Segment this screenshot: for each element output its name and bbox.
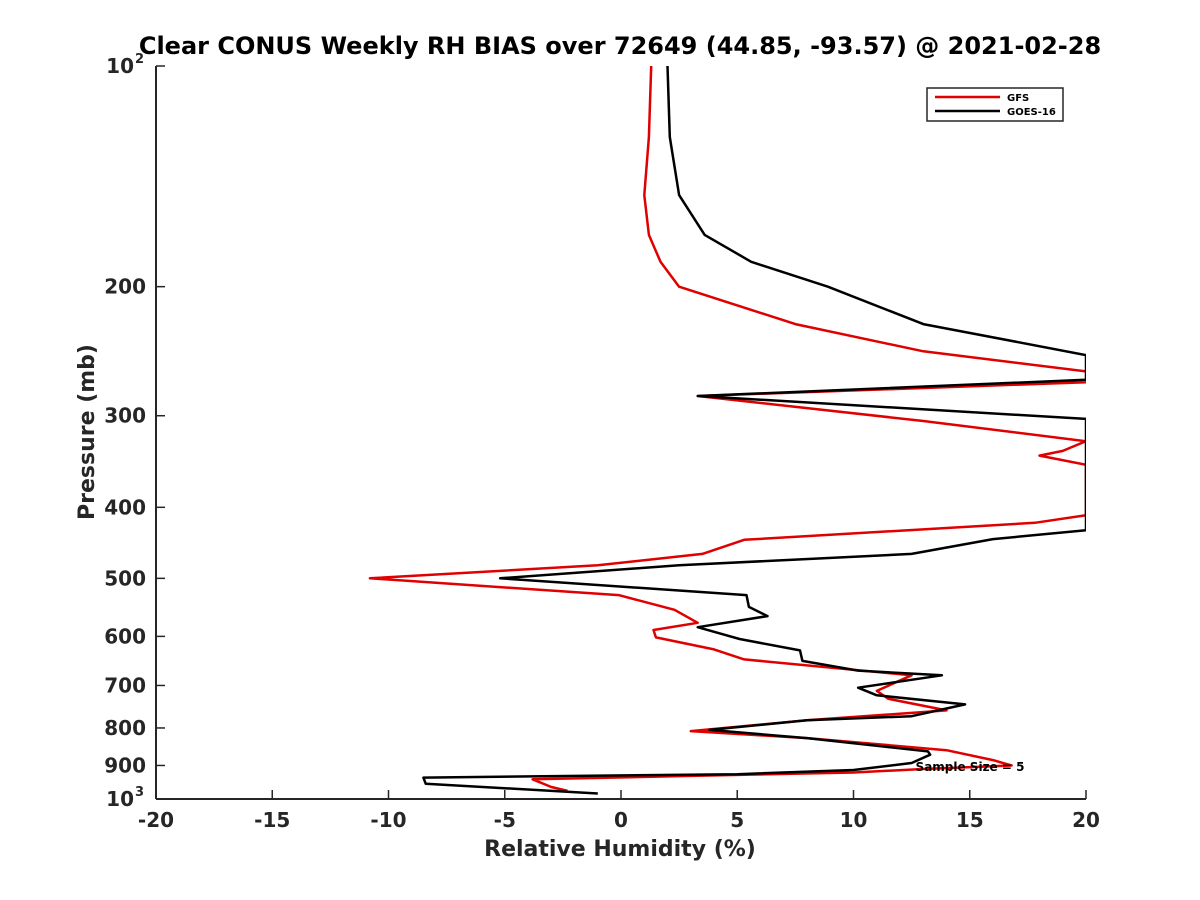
sample-size-annotation: Sample Size = 5 <box>916 760 1025 774</box>
y-tick-label: 10 <box>106 787 134 811</box>
chart-title: Clear CONUS Weekly RH BIAS over 72649 (4… <box>139 32 1101 60</box>
series-layer <box>368 66 1086 795</box>
legend-box <box>926 87 1064 122</box>
x-tick-label: -15 <box>254 808 290 832</box>
y-tick-label: 900 <box>104 753 146 777</box>
series-line-goes-16 <box>422 66 1086 795</box>
legend-label-gfs: GFS <box>1007 93 1029 104</box>
y-axis-label: Pressure (mb) <box>75 344 100 520</box>
y-tick-exponent: 2 <box>135 52 144 67</box>
y-tick-label: 200 <box>104 275 146 299</box>
legend-label-goes16: GOES-16 <box>1007 107 1056 118</box>
y-tick-label: 700 <box>104 673 146 697</box>
y-tick-label: 10 <box>106 54 134 78</box>
y-tick-label: 600 <box>104 624 146 648</box>
x-tick-label: 0 <box>614 808 628 832</box>
x-tick-label: 20 <box>1072 808 1100 832</box>
x-tick-label: 5 <box>730 808 744 832</box>
x-tick-label: -10 <box>370 808 406 832</box>
x-tick-label: 15 <box>956 808 984 832</box>
x-tick-label: -5 <box>494 808 516 832</box>
x-tick-label: -20 <box>138 808 174 832</box>
x-axis-ticks: -20 -15 -10 -5 0 5 10 15 20 <box>138 790 1100 832</box>
y-tick-label: 800 <box>104 716 146 740</box>
x-tick-label: 10 <box>840 808 868 832</box>
y-tick-label: 300 <box>104 404 146 428</box>
y-tick-label: 500 <box>104 566 146 590</box>
x-axis-label: Relative Humidity (%) <box>484 837 756 862</box>
legend: GFS GOES-16 <box>926 87 1064 122</box>
plot-area: -20 -15 -10 -5 0 5 10 15 20 10 220030040050060070… <box>104 52 1100 832</box>
y-tick-label: 400 <box>104 495 146 519</box>
series-line-gfs <box>368 66 1086 793</box>
y-tick-exponent: 3 <box>135 785 144 800</box>
